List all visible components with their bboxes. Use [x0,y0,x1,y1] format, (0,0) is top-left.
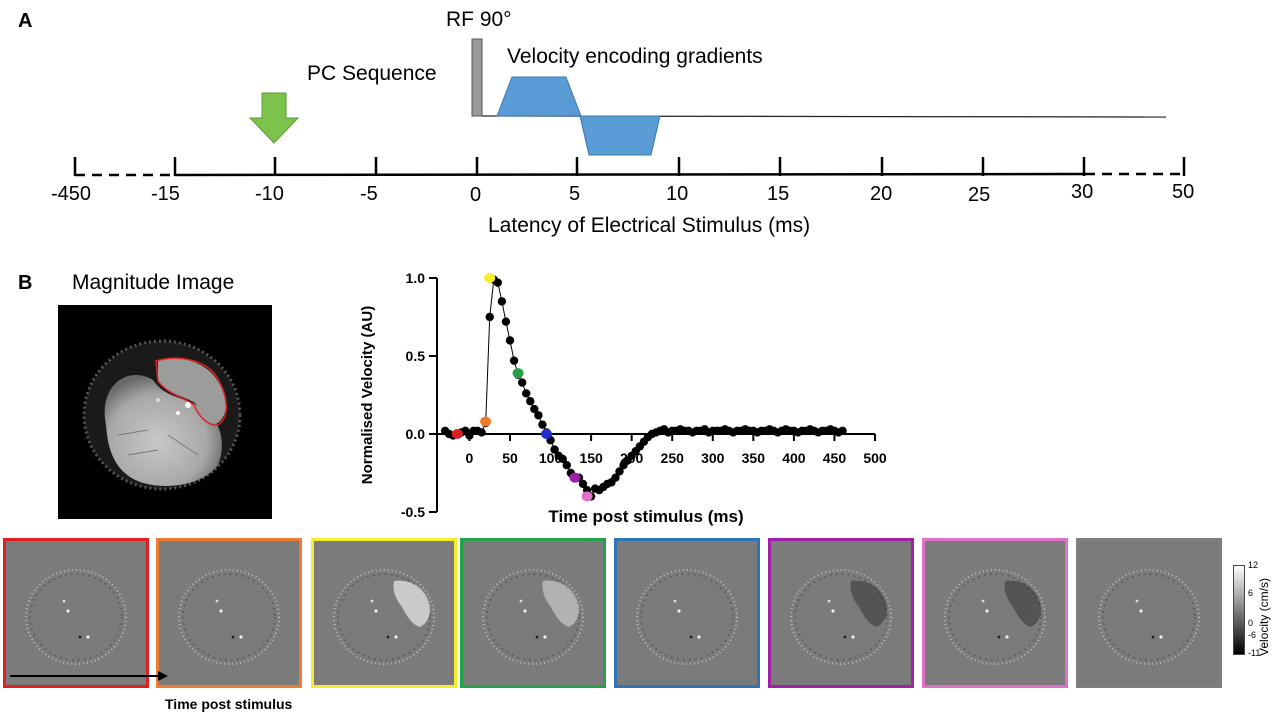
data-point [615,467,624,476]
data-point [493,278,503,287]
axis-tick-label: 15 [767,183,790,205]
axis-tick-label: 25 [968,184,991,206]
highlight-point [484,273,496,283]
axis-ticks [73,157,1186,176]
data-point [485,312,494,322]
y-tick-label: -0.5 [401,504,425,520]
x-tick-label: 250 [661,450,685,466]
axis-tick-label: 10 [666,183,689,205]
highlight-point [541,429,552,439]
velocity-frame-orange [156,538,302,688]
data-point [497,297,507,306]
data-point [501,317,511,326]
velocity-frame-pink [922,538,1068,688]
magnitude-image-title: Magnitude Image [72,271,235,294]
y-tick-label: 1.0 [406,270,426,286]
velocity-frame-purple [768,538,914,688]
magnitude-image-drawing [82,339,242,491]
data-point [838,426,847,436]
data-point [522,389,531,398]
colorbar-tick: 12 [1248,560,1259,570]
data-point [538,420,547,429]
rf-label: RF 90° [446,8,512,31]
velocity-frame-blue [614,538,760,688]
axis-tick-label: 5 [569,183,581,205]
colorbar-tick: 0 [1248,618,1254,628]
axis-tick-label: -10 [255,183,284,205]
panel-a-letter: A [18,10,33,32]
time-arrow [10,671,168,681]
data-point [562,461,571,470]
velocity-frame-red [3,538,149,688]
axis-tick-label: -450 [51,183,92,205]
time-arrow-label: Time post stimulus [165,696,293,712]
data-point [578,479,588,489]
pulse-sequence-diagram [73,38,1186,177]
pc-sequence-label: PC Sequence [307,62,437,85]
negative-gradient [579,115,661,156]
rf-pulse [471,38,483,117]
highlight-point [512,368,524,379]
phase-image [790,569,892,665]
data-point [534,411,543,420]
panel-b-letter: B [18,272,33,294]
axis-tick-label: 30 [1071,181,1094,203]
data-point [477,428,486,437]
phase-image [1098,569,1200,665]
data-point [530,404,539,414]
velocity-chart-svg: 1.00.50.0-0.5050100150200250300350400450… [359,270,887,526]
velocity-frame-yellow [311,538,457,688]
latency-axis-title: Latency of Electrical Stimulus (ms) [488,214,811,237]
phase-image [636,569,738,665]
x-tick-label: 50 [502,450,518,466]
x-tick-label: 500 [863,450,887,466]
colorbar-label: Velocity (cm/s) [1257,577,1271,656]
velocity-colorbar [1233,565,1245,655]
phase-image [178,569,280,665]
velocity-chart: 1.00.50.0-0.5050100150200250300350400450… [340,262,900,532]
velocity-gradients-label: Velocity encoding gradients [507,45,763,68]
axis-solid [174,172,1086,177]
x-tick-label: 400 [782,450,806,466]
data-point [611,473,620,482]
axis-tick-label: -5 [360,183,378,205]
positive-gradient [496,76,582,117]
highlight-point [569,472,581,483]
axis-tick-label: -15 [151,183,180,205]
axis-tick-label: 20 [870,183,893,205]
y-tick-label: 0.0 [406,426,426,442]
colorbar-tick: 6 [1248,588,1254,598]
time-arrow-head-icon [158,671,168,681]
y-axis-title: Normalised Velocity (AU) [359,306,376,484]
phase-image [482,569,584,665]
colorbar-tick: -6 [1248,630,1257,640]
magnitude-image [58,305,272,519]
velocity-frame-gray [1076,538,1222,688]
data-point [509,356,519,365]
data-point [526,397,535,406]
stimulus-arrow-icon [248,92,300,144]
y-tick-label: 0.5 [406,348,426,364]
phase-image [333,569,435,665]
x-tick-label: 0 [466,450,474,466]
x-tick-label: 150 [579,450,603,466]
data-point [558,454,567,464]
phase-image [944,569,1046,665]
data-point [550,445,559,454]
data-point [505,336,515,345]
axis-tick-label: 50 [1172,181,1195,203]
data-point [517,378,527,387]
x-axis-title: Time post stimulus (ms) [548,507,743,526]
highlight-point [451,429,463,439]
velocity-frame-green [460,538,606,688]
highlight-point [480,416,492,427]
phase-image [25,569,127,665]
axis-tick-label: 0 [470,184,482,206]
x-tick-label: 300 [701,450,725,466]
x-tick-label: 450 [823,450,847,466]
highlight-point [581,491,593,502]
x-tick-label: 350 [742,450,766,466]
colorbar-tick: -11 [1248,648,1261,658]
